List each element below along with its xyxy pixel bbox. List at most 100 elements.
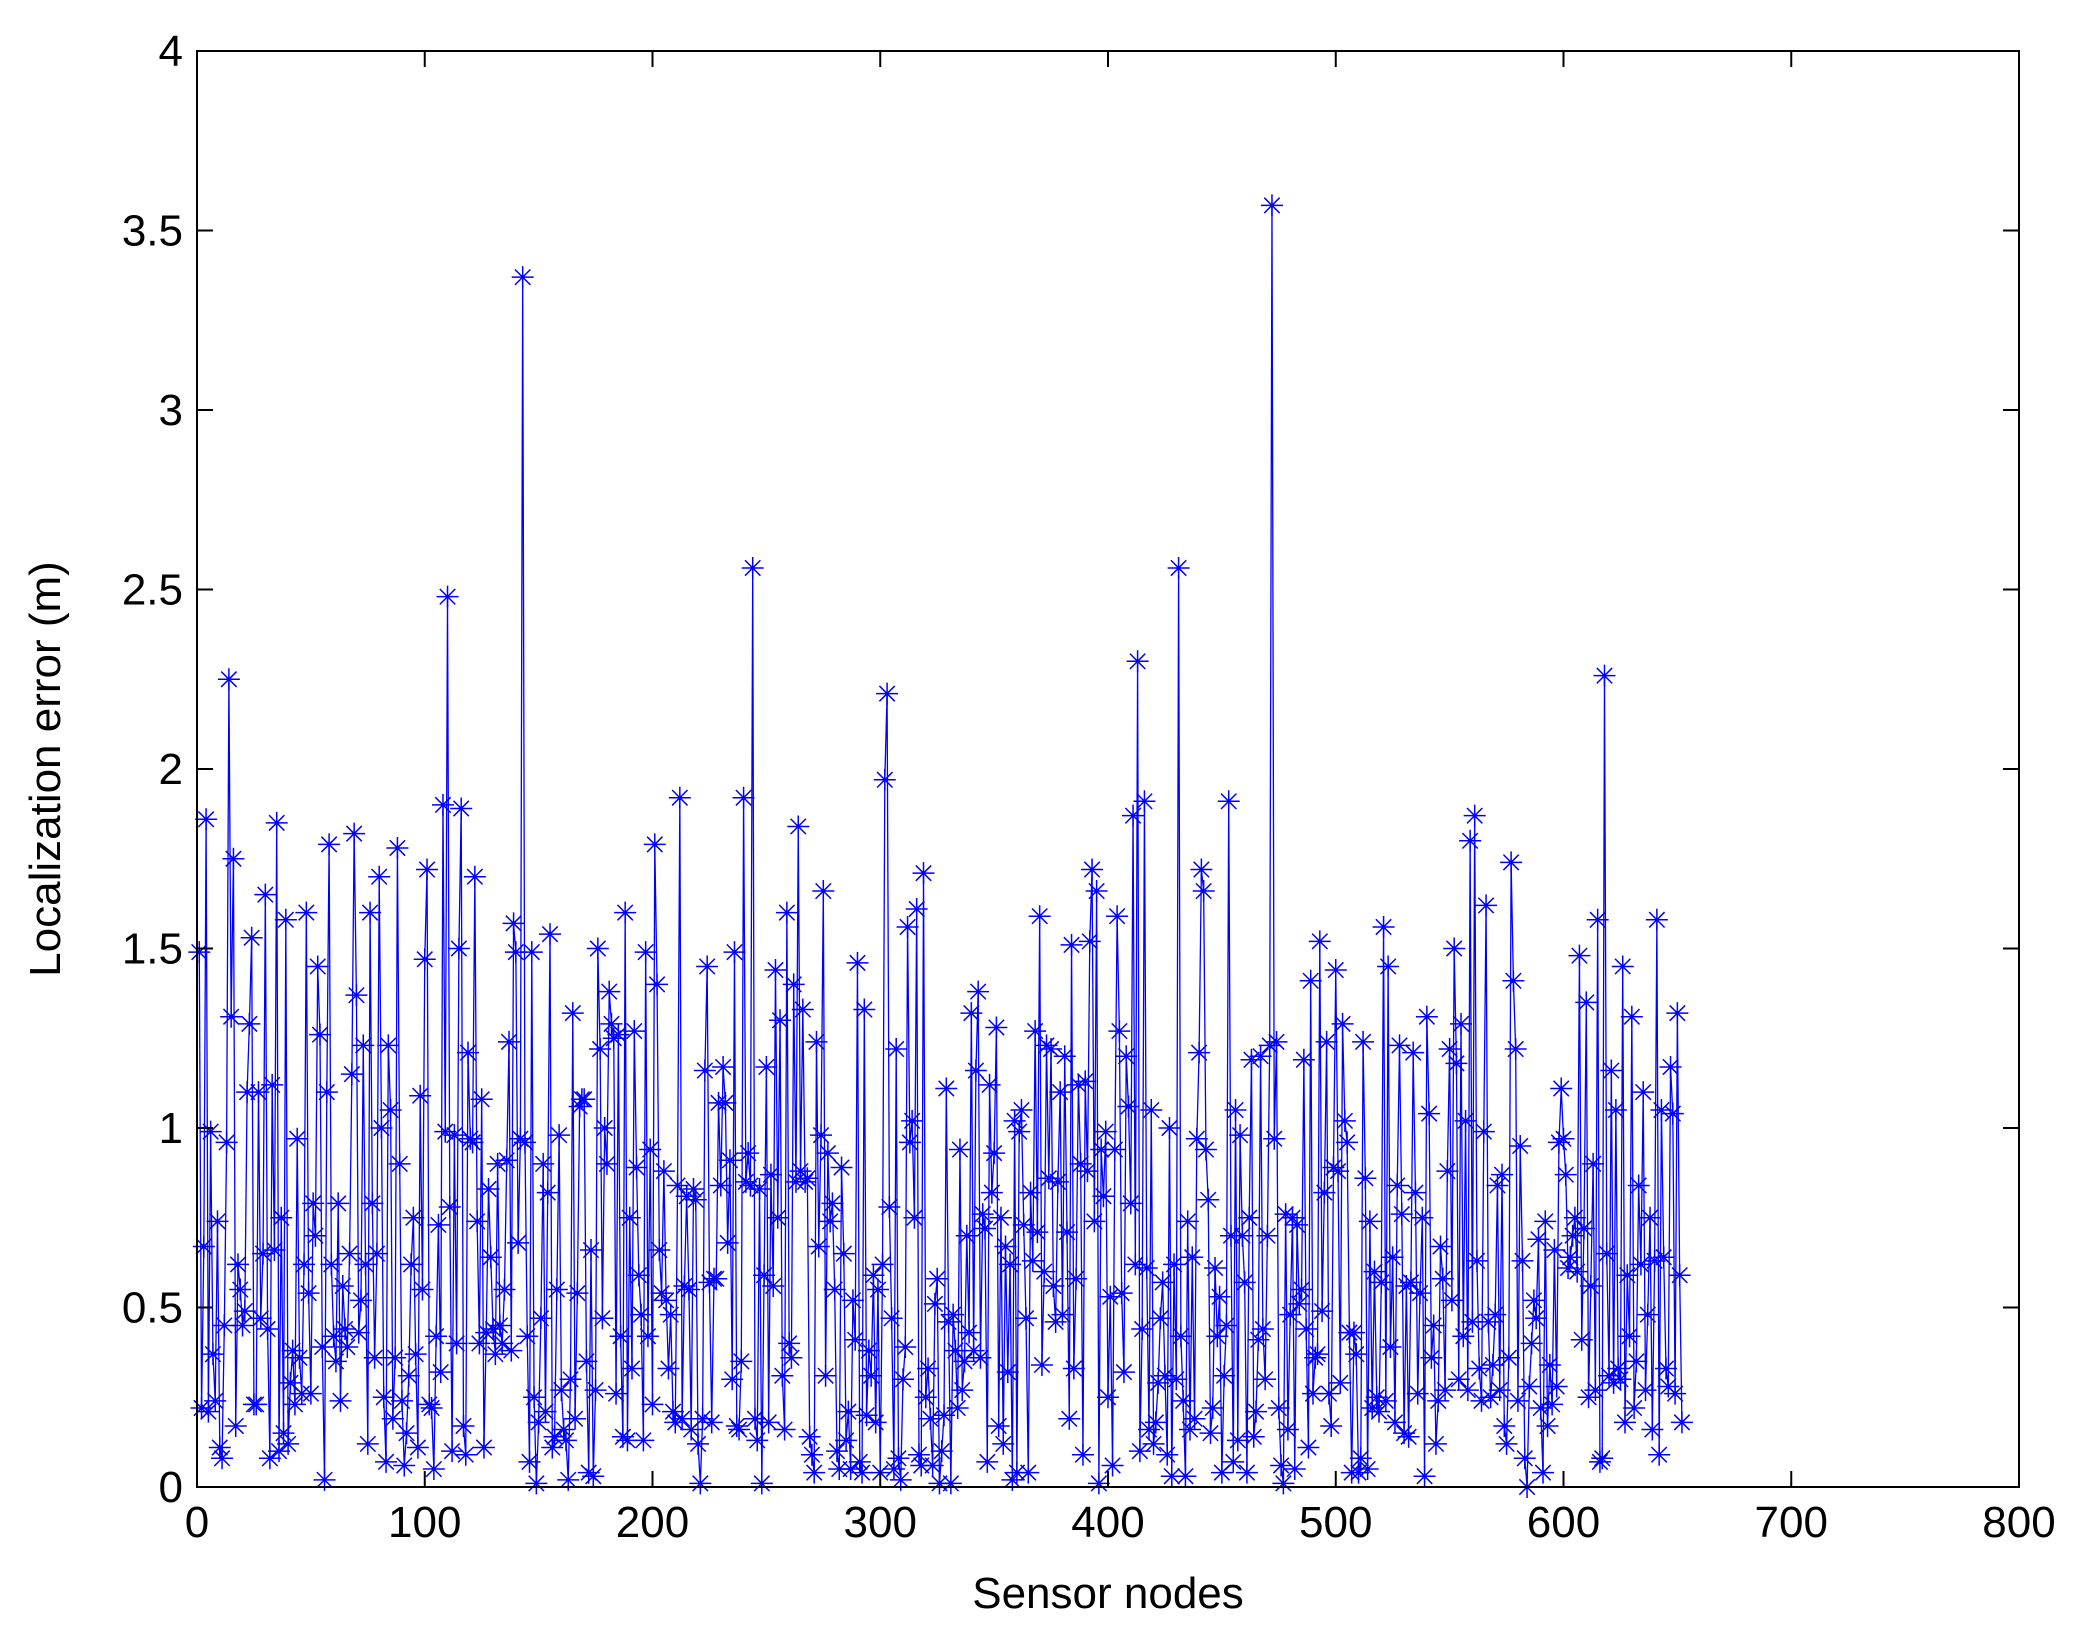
- data-point: [682, 1178, 705, 1201]
- data-point: [764, 959, 787, 982]
- data-point: [559, 1368, 582, 1391]
- data-point: [1575, 991, 1598, 1014]
- data-point: [1427, 1389, 1450, 1412]
- data-point: [1224, 1099, 1247, 1122]
- data-point: [1561, 1224, 1584, 1247]
- data-point: [484, 1343, 507, 1366]
- data-point: [657, 1357, 680, 1380]
- data-point: [267, 1440, 290, 1463]
- data-point: [1149, 1307, 1172, 1330]
- data-point: [568, 1095, 591, 1118]
- data-point: [450, 797, 473, 820]
- data-point: [857, 1339, 880, 1362]
- data-point: [1534, 1210, 1557, 1233]
- data-point: [671, 1407, 694, 1430]
- data-point: [798, 1425, 821, 1448]
- data-point: [846, 951, 869, 974]
- data-point: [404, 1343, 427, 1366]
- data-point: [1520, 1332, 1543, 1355]
- data-point: [1593, 664, 1616, 687]
- data-point: [1627, 1174, 1650, 1197]
- data-point: [286, 1127, 309, 1150]
- data-point: [299, 1382, 322, 1405]
- data-point: [1370, 1271, 1393, 1294]
- data-point: [605, 1382, 628, 1405]
- data-point: [1443, 937, 1466, 960]
- data-point: [443, 1124, 466, 1147]
- data-point: [573, 1088, 596, 1111]
- data-point: [1459, 829, 1482, 852]
- data-point: [1242, 1425, 1265, 1448]
- data-point: [1279, 1303, 1302, 1326]
- data-point: [365, 1242, 388, 1265]
- data-point: [898, 1131, 921, 1154]
- data-point: [807, 1235, 830, 1258]
- data-point: [1406, 1382, 1429, 1405]
- data-point: [1281, 1206, 1304, 1229]
- data-point: [532, 1152, 555, 1175]
- data-point: [1040, 1038, 1063, 1061]
- data-point: [1354, 1167, 1377, 1190]
- data-point: [1454, 1109, 1477, 1132]
- data-point: [593, 1117, 616, 1139]
- data-point: [1381, 1246, 1404, 1269]
- data-point: [721, 1368, 744, 1391]
- data-point: [691, 1407, 714, 1430]
- data-point: [311, 1335, 334, 1358]
- data-point: [791, 998, 814, 1021]
- data-point: [379, 1099, 402, 1122]
- data-point: [659, 1303, 682, 1326]
- data-point: [964, 1059, 987, 1082]
- data-point: [1600, 1059, 1623, 1082]
- data-point: [564, 1407, 587, 1430]
- data-point: [996, 1361, 1019, 1384]
- data-point: [1119, 1192, 1142, 1215]
- data-point: [1452, 1325, 1475, 1348]
- data-point: [1163, 1253, 1186, 1276]
- data-point: [1636, 1303, 1659, 1326]
- data-point: [1475, 894, 1498, 917]
- data-point: [835, 1429, 858, 1452]
- data-point: [208, 1436, 231, 1459]
- data-point: [614, 901, 637, 924]
- data-point: [1500, 851, 1523, 874]
- data-point: [955, 1224, 978, 1247]
- data-point: [347, 1321, 370, 1344]
- data-point: [1081, 858, 1104, 881]
- data-point: [495, 1149, 518, 1172]
- data-point: [882, 1458, 905, 1481]
- data-point: [828, 1458, 851, 1481]
- data-point: [295, 901, 318, 924]
- data-point: [985, 1016, 1008, 1039]
- data-point: [1106, 905, 1129, 928]
- data-point: [739, 1174, 762, 1197]
- data-point: [318, 833, 341, 856]
- data-point: [1320, 1414, 1343, 1437]
- data-point: [534, 1400, 557, 1423]
- data-point: [1616, 1264, 1639, 1287]
- data-point: [1115, 1045, 1138, 1068]
- data-point: [821, 1192, 844, 1215]
- data-point: [830, 1156, 853, 1179]
- data-point: [876, 682, 899, 705]
- data-point: [1008, 1120, 1031, 1143]
- data-point: [1529, 1397, 1552, 1420]
- data-point: [1276, 1418, 1299, 1441]
- data-point: [1024, 1020, 1047, 1043]
- data-point: [1272, 1472, 1295, 1495]
- data-point: [1192, 880, 1215, 903]
- data-point: [905, 898, 928, 921]
- data-point: [1618, 1325, 1641, 1348]
- data-point: [1465, 1249, 1488, 1272]
- data-point: [554, 1429, 577, 1452]
- data-point: [1609, 1368, 1632, 1391]
- data-point: [536, 1181, 559, 1204]
- data-point: [661, 1400, 684, 1423]
- data-point: [190, 1397, 213, 1420]
- data-point: [1188, 1041, 1211, 1064]
- data-point: [971, 1203, 994, 1226]
- data-point: [600, 1012, 623, 1035]
- data-point: [823, 1278, 846, 1301]
- data-point: [892, 1368, 915, 1391]
- data-point: [1390, 1203, 1413, 1226]
